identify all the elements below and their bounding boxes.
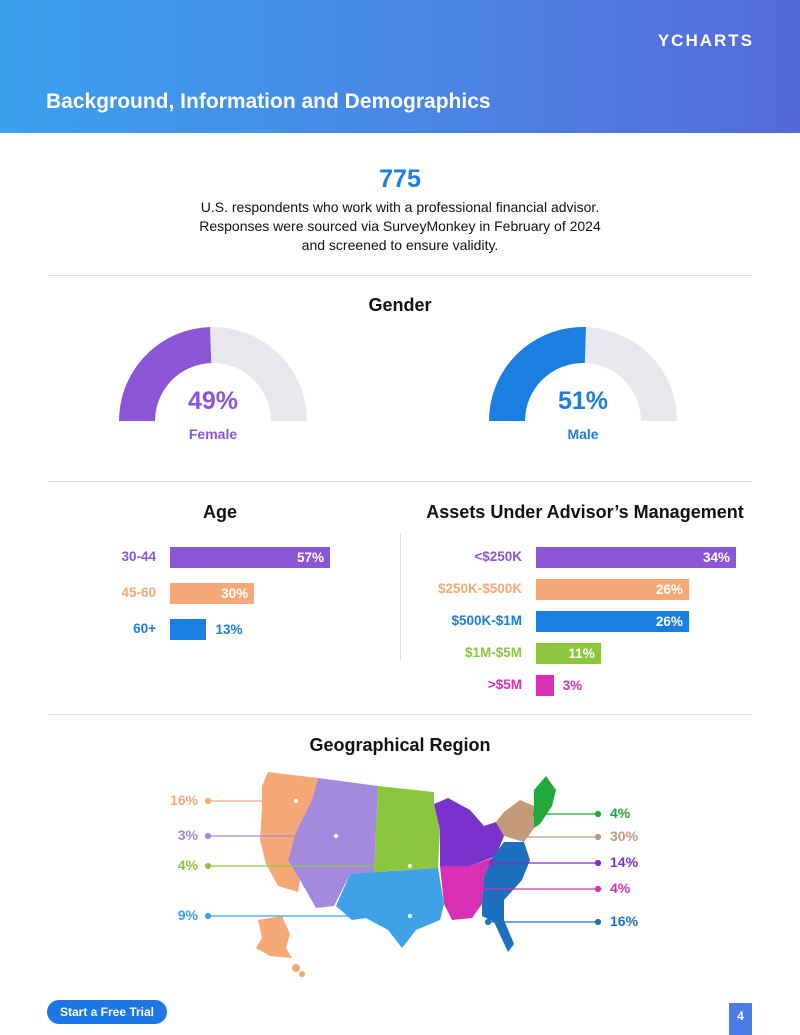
map-leader-dot [594,885,602,893]
age-chart-title: Age [202,502,237,522]
gender-chart-title: Gender [368,295,432,315]
bar-value-label: 57% [296,550,324,565]
page-number: 4 [729,1003,752,1035]
bar [536,643,601,664]
region-percent-label: 9% [177,907,198,923]
bar-value-label: 34% [702,550,730,565]
gauge-name-label: Male [567,426,599,442]
gauge-percent-label: 51% [557,387,609,415]
bar [170,583,255,604]
page-header: YCHARTS Background, Information and Demo… [0,0,800,133]
bar-category-label: $250K-$500K [437,581,522,596]
respondent-description: U.S. respondents who work with a profess… [150,198,650,255]
region-chart-title: Geographical Region [309,735,491,755]
bar [536,547,736,568]
region-percent-label: 16% [610,913,639,929]
map-leader-lines [204,797,602,926]
bar-category-label: >$5M [487,677,522,692]
bar-category-label: $1M-$5M [464,645,522,660]
map-leader-dot [594,918,602,926]
description-line: Responses were sourced via SurveyMonkey … [199,218,601,234]
bar [170,619,207,640]
gauge-name-label: Female [188,426,238,442]
region-hawaii [292,964,300,972]
bar-value-label: 3% [562,678,583,693]
bar [536,579,689,600]
map-leader-dot [406,912,414,920]
region-alaska [256,916,292,958]
female-gauge-fill [119,327,212,421]
bar-category-label: 45-60 [121,585,156,600]
region-mountain [288,778,378,908]
bar-category-label: 30-44 [121,549,156,564]
region-percent-label: 30% [610,828,639,844]
section-divider [48,481,752,482]
map-leader-dot [484,918,492,926]
region-percent-label: 14% [610,854,639,870]
region-percent-label: 4% [610,805,631,821]
region-percent-label: 4% [177,857,198,873]
page-title: Background, Information and Demographics [46,90,491,113]
column-divider [400,533,401,660]
male-gauge [489,327,677,421]
region-pacific [260,772,318,892]
map-leader-dot [406,862,414,870]
gauge-percent-label: 49% [187,387,239,415]
brand-logo: YCHARTS [657,31,754,50]
region-percent-label: 16% [169,792,198,808]
start-free-trial-button[interactable]: Start a Free Trial [47,1000,167,1024]
map-leader-dot [204,912,212,920]
region-plains [374,786,440,872]
map-leader-dot [518,833,526,841]
description-line: U.S. respondents who work with a profess… [200,199,600,215]
bar-value-label: 26% [655,614,683,629]
map-leader-dot [292,797,300,805]
bar-category-label: $500K-$1M [451,613,522,628]
region-mid-atlantic [496,800,534,842]
map-leader-dot [594,810,602,818]
region-new-england [534,776,556,828]
map-leader-dot [204,862,212,870]
region-south-atlantic [482,842,530,952]
map-leader-dot [488,859,496,867]
bar-value-label: 26% [655,582,683,597]
region-south-central [336,868,444,948]
bar-value-label: 13% [215,622,243,637]
section-divider [48,275,752,276]
bar-category-label: 60+ [133,621,156,636]
map-leader-dot [204,797,212,805]
map-leader-dot [532,810,540,818]
respondent-count: 775 [379,165,421,193]
map-leader-dot [462,885,470,893]
map-leader-dot [594,833,602,841]
bar-value-label: 30% [221,586,249,601]
bar [536,675,554,696]
map-leader-dot [594,859,602,867]
map-leader-dot [204,832,212,840]
description-line: and screened to ensure validity. [301,237,499,253]
map-leader-dot [332,832,340,840]
assets-chart-title: Assets Under Advisor’s Management [426,502,744,522]
region-percent-label: 4% [610,880,631,896]
bar [170,547,330,568]
male-gauge-fill [489,327,586,421]
female-gauge [119,327,307,421]
region-great-lakes [434,798,504,866]
section-divider [48,714,752,715]
bar-value-label: 11% [568,646,595,661]
map-regions [256,772,556,977]
region-hawaii [299,971,305,977]
bar [536,611,689,632]
bar-category-label: <$250K [474,549,522,564]
region-percent-label: 3% [177,827,198,843]
